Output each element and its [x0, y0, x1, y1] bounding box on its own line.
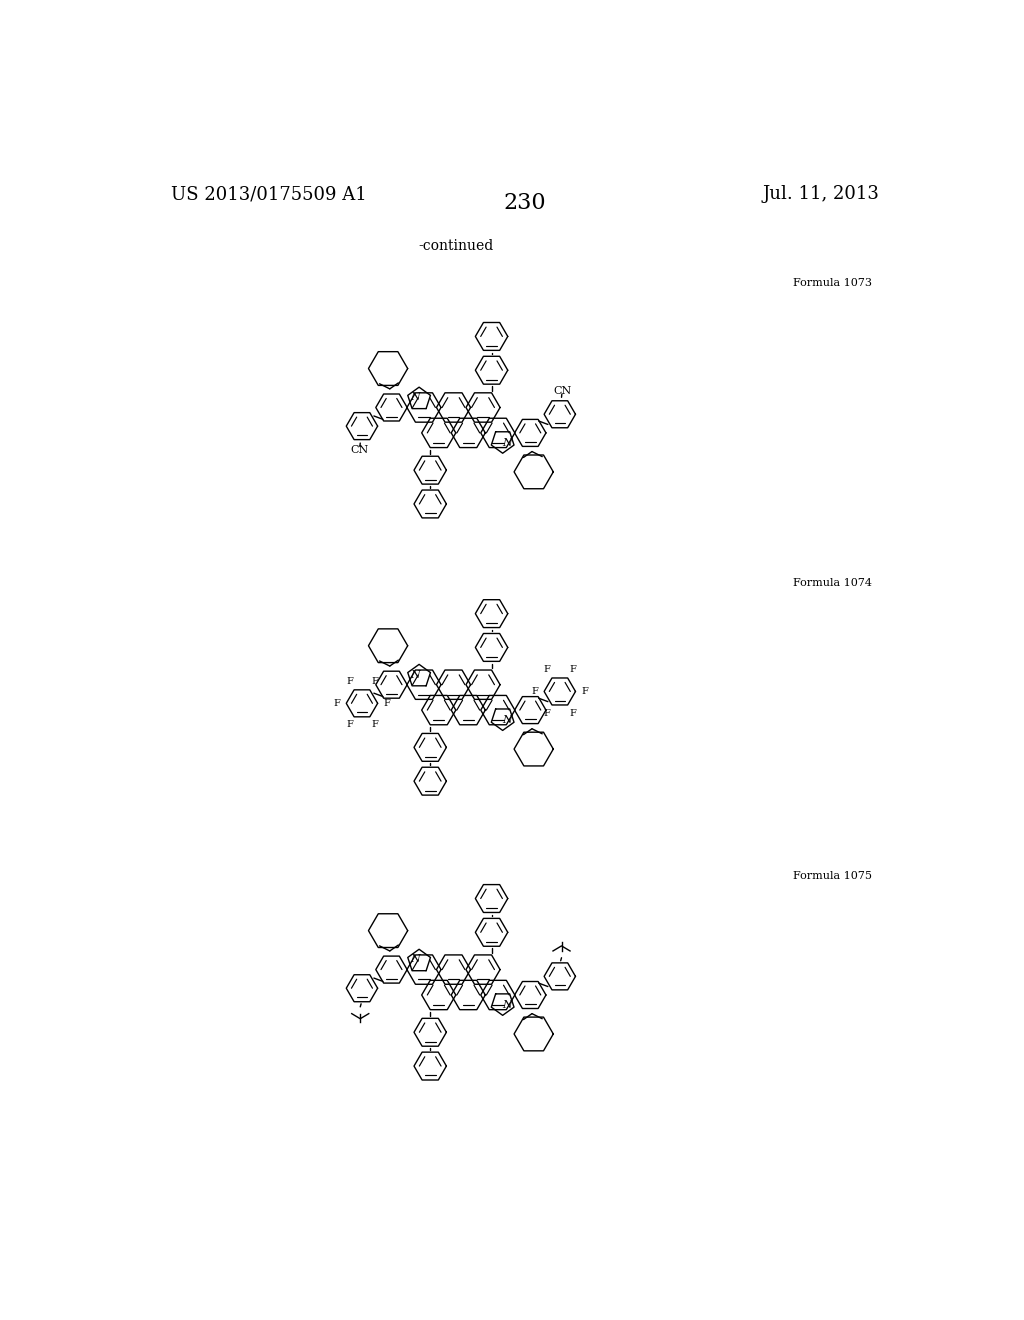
- Text: Jul. 11, 2013: Jul. 11, 2013: [763, 185, 880, 203]
- Text: N: N: [410, 669, 420, 680]
- Text: F: F: [582, 686, 589, 696]
- Text: F: F: [544, 709, 551, 718]
- Text: F: F: [346, 677, 353, 686]
- Text: -continued: -continued: [419, 239, 494, 253]
- Text: F: F: [346, 721, 353, 730]
- Text: F: F: [544, 665, 551, 675]
- Text: US 2013/0175509 A1: US 2013/0175509 A1: [171, 185, 367, 203]
- Text: F: F: [371, 721, 378, 730]
- Text: F: F: [569, 709, 575, 718]
- Text: F: F: [531, 686, 539, 696]
- Text: F: F: [334, 698, 340, 708]
- Text: CN: CN: [350, 445, 369, 455]
- Text: CN: CN: [553, 385, 571, 396]
- Text: Formula 1074: Formula 1074: [793, 578, 872, 587]
- Text: Formula 1073: Formula 1073: [793, 277, 872, 288]
- Text: N: N: [410, 392, 420, 403]
- Text: N: N: [502, 715, 512, 725]
- Text: N: N: [410, 954, 420, 965]
- Text: F: F: [371, 677, 378, 686]
- Text: Formula 1075: Formula 1075: [793, 871, 872, 880]
- Text: F: F: [384, 698, 390, 708]
- Text: 230: 230: [504, 191, 546, 214]
- Text: F: F: [569, 665, 575, 675]
- Text: N: N: [502, 1001, 512, 1010]
- Text: N: N: [502, 438, 512, 447]
